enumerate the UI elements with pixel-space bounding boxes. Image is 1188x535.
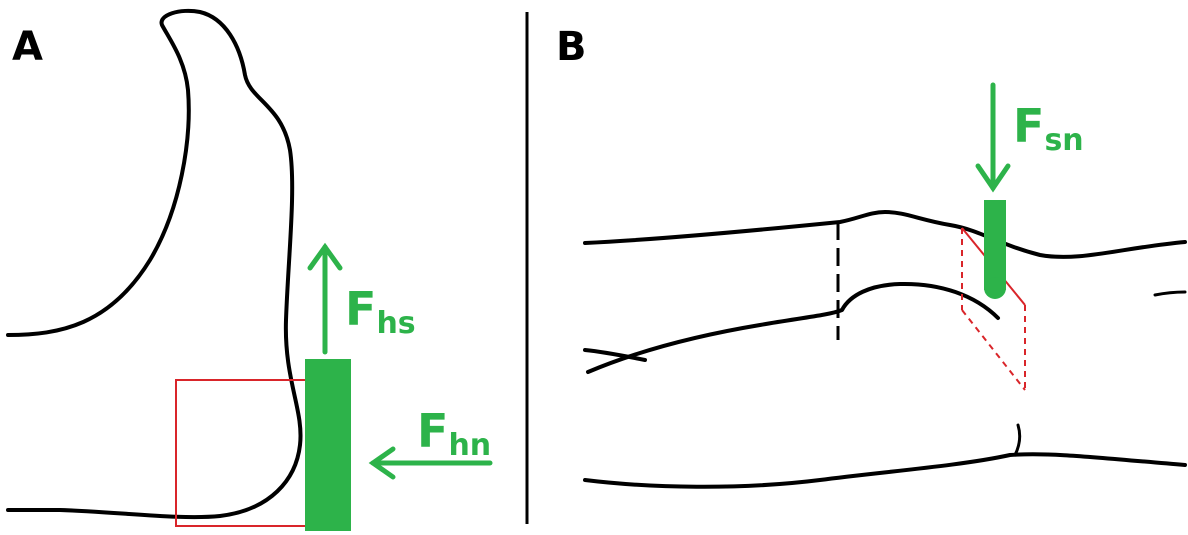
finger-top-outline [583, 210, 1187, 259]
force-hs-main: F [345, 282, 376, 336]
force-hn-arrow [368, 446, 493, 480]
thumb-outline [6, 8, 303, 520]
force-sn-main: F [1013, 99, 1044, 153]
force-hs-sub: hs [376, 306, 415, 341]
force-sn-sub: sn [1044, 123, 1083, 158]
force-sn-arrow [975, 82, 1011, 193]
sensor-stud [984, 200, 1006, 290]
force-hs-label: Fhs [345, 282, 416, 341]
finger-bottom-outline [583, 452, 1187, 489]
sensor-stud-tip [984, 277, 1006, 299]
force-hn-sub: hn [448, 428, 491, 463]
force-hn-main: F [417, 404, 448, 458]
joint-crease-bottom [1013, 423, 1022, 457]
finger-lower-left-outline [583, 348, 647, 362]
panel-a: A Fhs Fhn [6, 8, 493, 531]
panel-b-label: B [556, 24, 587, 70]
panel-a-label: A [12, 24, 43, 70]
force-sn-label: Fsn [1013, 99, 1084, 158]
force-hs-arrow [307, 242, 343, 355]
finger-middle-outline [586, 281, 1000, 374]
sensor-plate [305, 359, 351, 531]
panel-b: B Fsn [556, 24, 1187, 489]
force-hn-label: Fhn [417, 404, 491, 463]
finger-side-mark [1153, 290, 1187, 297]
